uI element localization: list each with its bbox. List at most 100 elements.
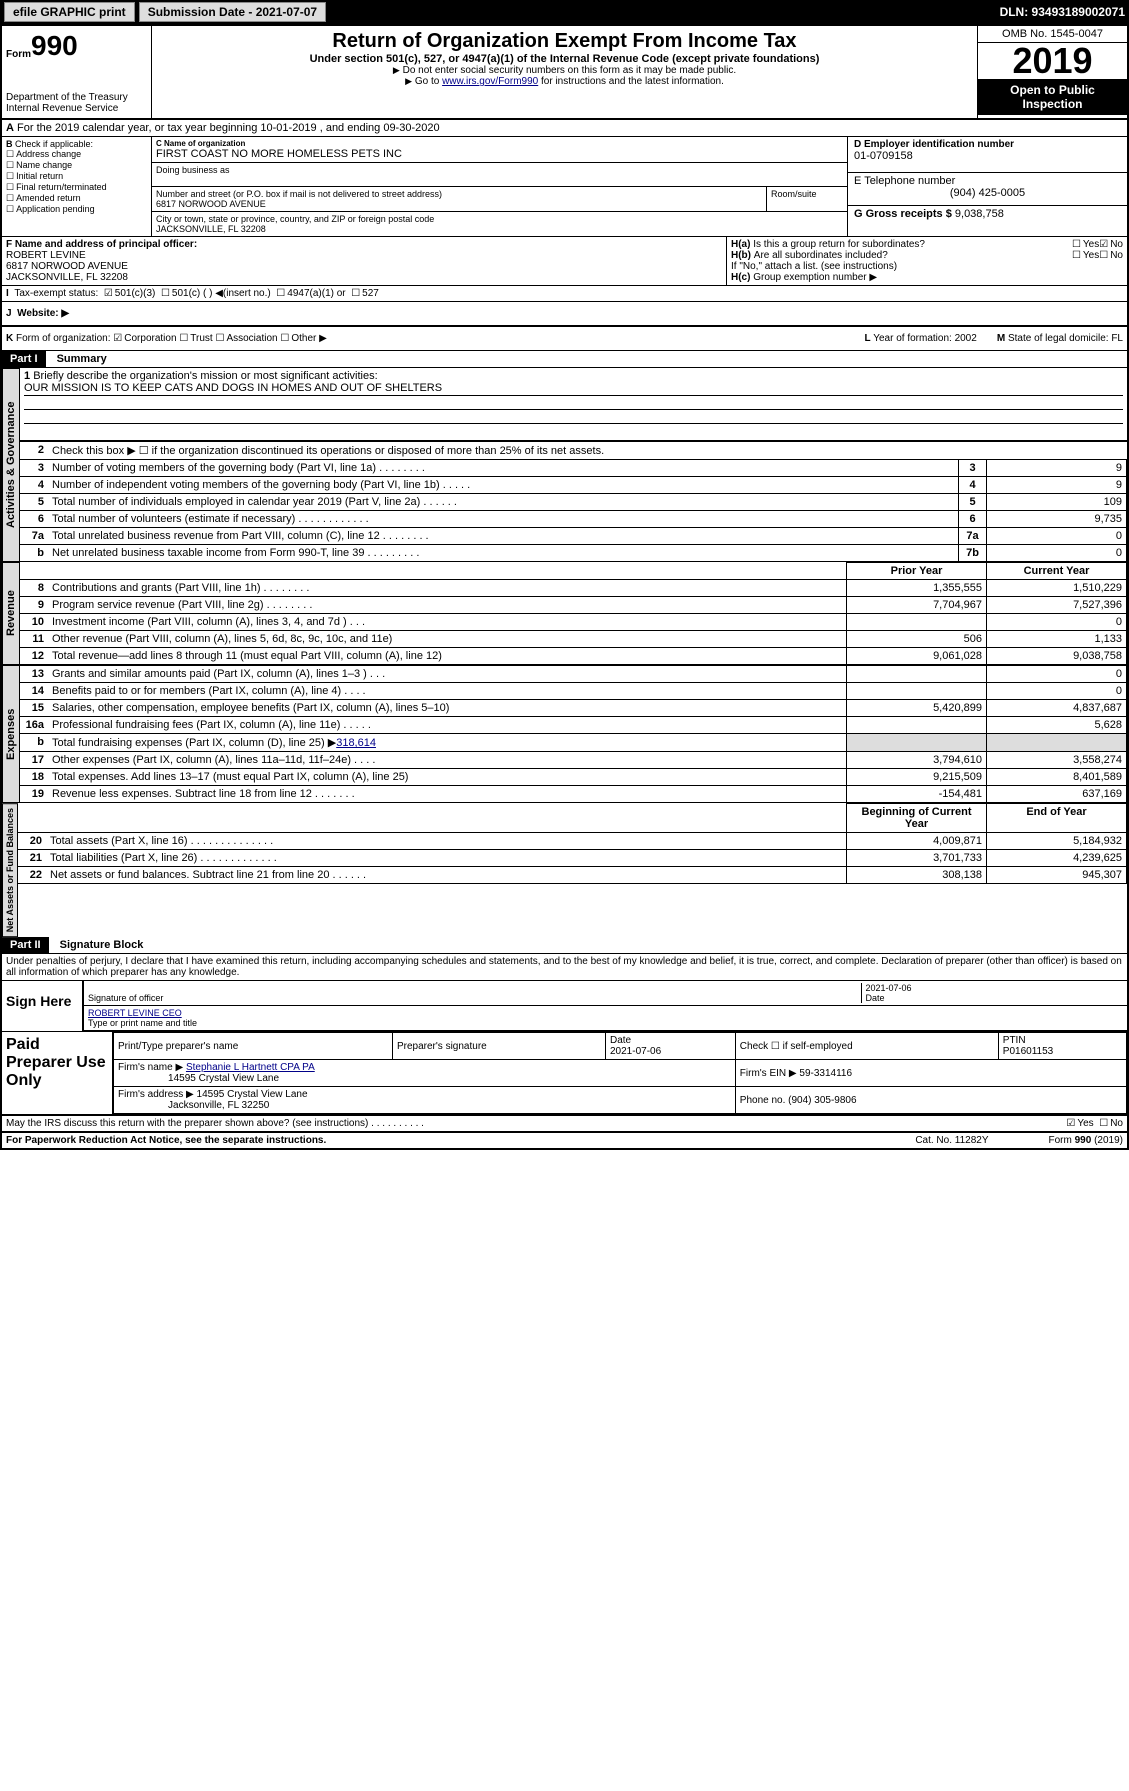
chk-4947[interactable]: 4947(a)(1) or	[276, 288, 345, 299]
netassets-table: Beginning of Current YearEnd of Year 20T…	[18, 803, 1127, 884]
chk-527[interactable]: 527	[351, 288, 379, 299]
addr-label: Number and street (or P.O. box if mail i…	[156, 189, 762, 199]
efile-print-btn[interactable]: efile GRAPHIC print	[4, 2, 135, 22]
chk-501c[interactable]: 501(c) ( ) ◀(insert no.)	[161, 288, 271, 299]
discuss-no[interactable]: No	[1099, 1118, 1123, 1129]
prep-date: 2021-07-06	[610, 1046, 661, 1057]
perjury-declaration: Under penalties of perjury, I declare th…	[2, 954, 1127, 981]
room-label: Room/suite	[767, 187, 847, 211]
prep-sig-hdr: Preparer's signature	[392, 1033, 605, 1060]
note-goto-pre: Go to	[415, 76, 442, 87]
signer-name[interactable]: ROBERT LEVINE CEO	[88, 1008, 1123, 1018]
beg-year-hdr: Beginning of Current Year	[847, 804, 987, 833]
firm-name-lbl: Firm's name ▶	[118, 1062, 183, 1073]
chk-final-return[interactable]: Final return/terminated	[6, 182, 147, 193]
firm-ein-lbl: Firm's EIN ▶	[740, 1068, 797, 1079]
tax-year-range: For the 2019 calendar year, or tax year …	[17, 122, 440, 134]
chk-initial-return[interactable]: Initial return	[6, 171, 147, 182]
cat-no: Cat. No. 11282Y	[915, 1135, 988, 1146]
line-16b-desc: Total fundraising expenses (Part IX, col…	[52, 737, 336, 749]
side-tab-governance: Activities & Governance	[2, 368, 20, 562]
check-b-label: Check if applicable:	[15, 139, 93, 149]
m-label: State of legal domicile:	[1008, 333, 1111, 344]
side-tab-revenue: Revenue	[2, 562, 20, 665]
gross-label: G Gross receipts $	[854, 208, 955, 220]
officer-name: ROBERT LEVINE	[6, 250, 86, 261]
chk-assoc[interactable]: Association	[215, 333, 277, 344]
sign-here-label: Sign Here	[2, 981, 82, 1031]
check-if-applicable: B Check if applicable: Address change Na…	[2, 137, 152, 236]
prep-name-hdr: Print/Type preparer's name	[114, 1033, 393, 1060]
prep-self-emp[interactable]: Check ☐ if self-employed	[735, 1033, 998, 1060]
chk-name-change[interactable]: Name change	[6, 160, 147, 171]
note-goto-post: for instructions and the latest informat…	[538, 76, 724, 87]
officer-addr2: JACKSONVILLE, FL 32208	[6, 272, 128, 283]
phone-lbl: Phone no.	[740, 1095, 788, 1106]
chk-amended[interactable]: Amended return	[6, 193, 147, 204]
ha-yes[interactable]: Yes	[1072, 239, 1099, 250]
k-label: Form of organization:	[16, 333, 111, 344]
tax-status-label: Tax-exempt status:	[14, 288, 98, 299]
note-ssn: Do not enter social security numbers on …	[403, 65, 736, 76]
gross-value: 9,038,758	[955, 208, 1004, 220]
pra-notice: For Paperwork Reduction Act Notice, see …	[6, 1135, 326, 1146]
part1-title: Summary	[49, 353, 107, 365]
prior-year-hdr: Prior Year	[847, 563, 987, 580]
officer-addr1: 6817 NORWOOD AVENUE	[6, 261, 128, 272]
org-name-label: C Name of organization	[156, 139, 843, 148]
chk-address-change[interactable]: Address change	[6, 149, 147, 160]
firm-name2: 14595 Crystal View Lane	[168, 1073, 279, 1084]
governance-table: 2Check this box ▶ ☐ if the organization …	[20, 441, 1127, 562]
dept-label: Department of the Treasury	[6, 92, 147, 103]
ein-label: D Employer identification number	[854, 139, 1121, 150]
firm-addr2: Jacksonville, FL 32250	[168, 1100, 269, 1111]
ptin-lbl: PTIN	[1003, 1035, 1026, 1046]
phone-val: (904) 305-9806	[788, 1095, 856, 1106]
q2-label: Check this box ▶ ☐ if the organization d…	[48, 442, 1127, 460]
discuss-yes[interactable]: Yes	[1066, 1118, 1093, 1129]
part1-header: Part I	[2, 351, 46, 367]
form-990-container: Form990 Department of the Treasury Inter…	[0, 24, 1129, 1150]
chk-trust[interactable]: Trust	[179, 333, 212, 344]
firm-name[interactable]: Stephanie L Hartnett CPA PA	[186, 1062, 315, 1073]
curr-year-hdr: Current Year	[987, 563, 1127, 580]
h-note: If "No," attach a list. (see instruction…	[731, 261, 1123, 272]
open-public: Open to Public Inspection	[978, 79, 1127, 115]
line-16b-val[interactable]: 318,614	[336, 737, 376, 749]
dba-label: Doing business as	[152, 163, 847, 187]
paid-preparer-label: Paid Preparer Use Only	[2, 1032, 112, 1114]
irs-link[interactable]: www.irs.gov/Form990	[442, 76, 538, 87]
hb-no[interactable]: No	[1099, 250, 1123, 261]
tel-value: (904) 425-0005	[854, 187, 1121, 199]
part2-title: Signature Block	[52, 939, 144, 951]
prep-date-lbl: Date	[610, 1035, 631, 1046]
irs-label: Internal Revenue Service	[6, 103, 147, 114]
mission-text: OUR MISSION IS TO KEEP CATS AND DOGS IN …	[24, 382, 1123, 396]
ha-no[interactable]: No	[1099, 239, 1123, 250]
ein-value: 01-0709158	[854, 150, 1121, 162]
chk-app-pending[interactable]: Application pending	[6, 204, 147, 215]
hb-yes[interactable]: Yes	[1072, 250, 1099, 261]
website-label: Website: ▶	[17, 308, 69, 319]
form-number: 990	[31, 30, 78, 61]
signer-name-lbl: Type or print name and title	[88, 1018, 1123, 1028]
ptin-val: P01601153	[1003, 1046, 1053, 1057]
tax-year: 2019	[978, 43, 1127, 79]
org-city: JACKSONVILLE, FL 32208	[156, 224, 843, 234]
chk-other[interactable]: Other ▶	[280, 333, 326, 344]
expenses-table: 13Grants and similar amounts paid (Part …	[20, 665, 1127, 803]
m-val: FL	[1111, 333, 1123, 344]
l-label: Year of formation:	[873, 333, 954, 344]
discuss-label: May the IRS discuss this return with the…	[6, 1118, 424, 1129]
side-tab-netassets: Net Assets or Fund Balances	[2, 803, 18, 937]
tel-label: E Telephone number	[854, 175, 1121, 187]
chk-501c3[interactable]: 501(c)(3)	[104, 288, 156, 299]
form-title: Return of Organization Exempt From Incom…	[156, 30, 973, 53]
chk-corp[interactable]: Corporation	[113, 333, 176, 344]
paid-preparer-table: Print/Type preparer's name Preparer's si…	[113, 1032, 1127, 1114]
ha-label: Is this a group return for subordinates?	[753, 239, 1072, 250]
submission-date: Submission Date - 2021-07-07	[139, 2, 326, 22]
end-year-hdr: End of Year	[987, 804, 1127, 833]
form-footer: Form 990 (2019)	[1049, 1135, 1123, 1146]
hc-label: Group exemption number ▶	[753, 272, 877, 283]
